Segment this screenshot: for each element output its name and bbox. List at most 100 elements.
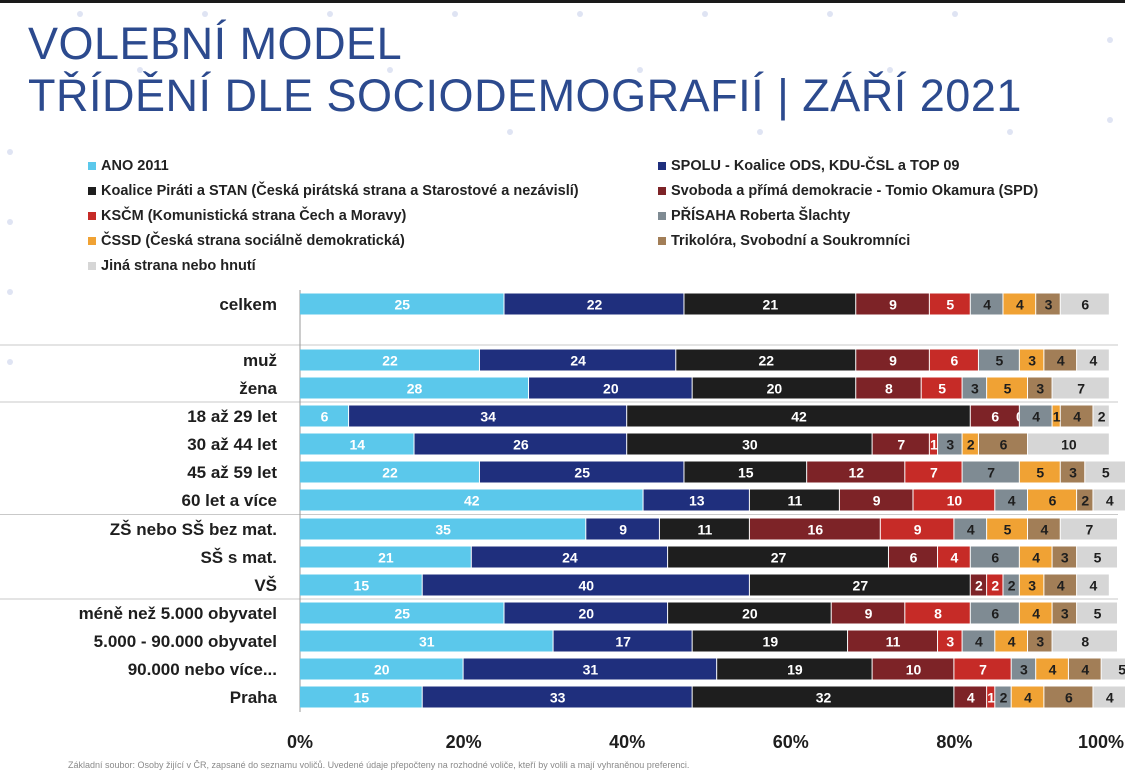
bar-segment-pirati-10 bbox=[749, 574, 970, 596]
bar-segment-cssd-0 bbox=[1003, 293, 1036, 315]
bar-segment-cssd-7 bbox=[1028, 489, 1077, 511]
data-label-jina-10: 4 bbox=[1090, 578, 1098, 594]
bar-segment-jina-3 bbox=[1052, 377, 1109, 399]
bar-segment-ano-2 bbox=[300, 349, 479, 371]
bar-segment-jina-2 bbox=[1077, 349, 1109, 371]
data-label-cssd-7: 6 bbox=[1049, 493, 1057, 509]
bar-segment-cssd-8 bbox=[987, 518, 1028, 540]
data-label-ano-2: 22 bbox=[382, 353, 398, 369]
data-label-spolu-0: 22 bbox=[587, 297, 603, 313]
bar-segment-cssd-13 bbox=[1036, 658, 1068, 680]
bar-segment-pirati-14 bbox=[692, 686, 954, 708]
data-label-cssd-0: 4 bbox=[1016, 297, 1024, 313]
bar-segment-prisaha-6 bbox=[962, 461, 1019, 483]
data-label-pirati-11: 20 bbox=[742, 606, 758, 622]
bar-segment-pirati-8 bbox=[659, 518, 749, 540]
data-label-kscm-6: 7 bbox=[930, 465, 938, 481]
data-label-jina-8: 7 bbox=[1085, 522, 1093, 538]
data-label-spd-6: 12 bbox=[848, 465, 864, 481]
bar-segment-kscm-9 bbox=[938, 546, 970, 568]
category-label-7: 60 let a více bbox=[182, 491, 277, 510]
bar-segment-ano-5 bbox=[300, 433, 414, 455]
bar-segment-cssd-12 bbox=[995, 630, 1028, 652]
legend-swatch-ano bbox=[88, 162, 96, 170]
data-label-jina-2: 4 bbox=[1090, 353, 1098, 369]
data-label-jina-6: 5 bbox=[1102, 465, 1110, 481]
data-label-ano-11: 25 bbox=[394, 606, 410, 622]
data-label-pirati-5: 30 bbox=[742, 437, 758, 453]
data-label-jina-14: 4 bbox=[1106, 690, 1114, 706]
data-label-spd-10: 2 bbox=[975, 578, 983, 594]
data-label-trikolora-4: 4 bbox=[1073, 409, 1081, 425]
bar-segment-prisaha-7 bbox=[995, 489, 1028, 511]
data-label-trikolora-10: 4 bbox=[1057, 578, 1065, 594]
data-label-jina-5: 10 bbox=[1061, 437, 1077, 453]
data-label-kscm-12: 3 bbox=[946, 634, 954, 650]
data-label-pirati-6: 15 bbox=[738, 465, 754, 481]
data-label-spolu-3: 20 bbox=[603, 381, 619, 397]
data-label-trikolora-14: 6 bbox=[1065, 690, 1073, 706]
data-label-prisaha-6: 7 bbox=[987, 465, 995, 481]
bar-segment-trikolora-10 bbox=[1044, 574, 1077, 596]
bar-segment-pirati-0 bbox=[684, 293, 856, 315]
data-label-kscm-7: 10 bbox=[947, 493, 963, 509]
x-tick-label-3: 60% bbox=[773, 732, 809, 752]
data-label-jina-0: 6 bbox=[1081, 297, 1089, 313]
bar-segment-spd-13 bbox=[872, 658, 954, 680]
bar-segment-spd-6 bbox=[807, 461, 905, 483]
bar-segment-prisaha-4 bbox=[1019, 405, 1052, 427]
bar-segment-prisaha-8 bbox=[954, 518, 987, 540]
bar-segment-jina-12 bbox=[1052, 630, 1117, 652]
data-label-spd-14: 4 bbox=[967, 690, 975, 706]
data-label-trikolora-9: 3 bbox=[1061, 550, 1069, 566]
bar-segment-prisaha-3 bbox=[962, 377, 987, 399]
data-label-trikolora-7: 2 bbox=[1081, 493, 1089, 509]
legend-item-spolu: SPOLU - Koalice ODS, KDU-ČSL a TOP 09 bbox=[658, 156, 959, 176]
data-label-prisaha-4: 4 bbox=[1032, 409, 1040, 425]
legend-label-trikolora: Trikolóra, Svobodní a Soukromníci bbox=[671, 233, 911, 249]
data-label-kscm-13: 7 bbox=[979, 662, 987, 678]
bar-segment-kscm-2 bbox=[929, 349, 978, 371]
bar-segment-trikolora-7 bbox=[1077, 489, 1093, 511]
bar-segment-spolu-0 bbox=[504, 293, 684, 315]
bar-segment-spolu-13 bbox=[463, 658, 717, 680]
bar-segment-trikolora-0 bbox=[1036, 293, 1060, 315]
bar-segment-ano-9 bbox=[300, 546, 471, 568]
data-label-spolu-9: 24 bbox=[562, 550, 578, 566]
bar-segment-pirati-7 bbox=[749, 489, 839, 511]
category-label-4: 18 až 29 let bbox=[187, 407, 277, 426]
data-label-cssd-10: 3 bbox=[1028, 578, 1036, 594]
data-label-cssd-9: 4 bbox=[1032, 550, 1040, 566]
data-label-prisaha-3: 3 bbox=[971, 381, 979, 397]
data-label-cssd-8: 5 bbox=[1004, 522, 1012, 538]
data-label-pirati-7: 11 bbox=[787, 493, 802, 509]
x-tick-label-2: 40% bbox=[609, 732, 645, 752]
bar-segment-spolu-10 bbox=[422, 574, 749, 596]
data-label-spolu-14: 33 bbox=[550, 690, 566, 706]
data-label-jina-13: 5 bbox=[1118, 662, 1125, 678]
bar-segment-prisaha-9 bbox=[970, 546, 1019, 568]
footnote: Základní soubor: Osoby žijící v ČR, zaps… bbox=[68, 760, 690, 770]
category-label-2: muž bbox=[243, 351, 277, 370]
bar-segment-pirati-6 bbox=[684, 461, 807, 483]
data-label-spd-2: 9 bbox=[889, 353, 897, 369]
legend-item-cssd: ČSSD (Česká strana sociálně demokratická… bbox=[88, 231, 405, 251]
legend-label-spd: Svoboda a přímá demokracie - Tomio Okamu… bbox=[671, 183, 1039, 199]
bar-segment-ano-13 bbox=[300, 658, 463, 680]
legend-swatch-spd bbox=[658, 187, 666, 195]
data-label-ano-12: 31 bbox=[419, 634, 435, 650]
data-label-cssd-3: 5 bbox=[1004, 381, 1012, 397]
data-label-ano-9: 21 bbox=[378, 550, 394, 566]
bar-segment-jina-4 bbox=[1093, 405, 1109, 427]
title-line-2: TŘÍDĚNÍ DLE SOCIODEMOGRAFIÍ | ZÁŘÍ 2021 bbox=[28, 70, 1022, 121]
data-label-jina-7: 4 bbox=[1106, 493, 1114, 509]
data-label-kscm-14: 1 bbox=[987, 690, 995, 706]
legend-label-jina: Jiná strana nebo hnutí bbox=[101, 258, 256, 274]
data-label-pirati-8: 11 bbox=[698, 522, 713, 538]
bar-segment-ano-11 bbox=[300, 602, 504, 624]
bar-segment-trikolora-2 bbox=[1044, 349, 1077, 371]
data-label-spd-8: 16 bbox=[808, 522, 824, 538]
category-label-14: Praha bbox=[230, 688, 278, 707]
bar-segment-ano-8 bbox=[300, 518, 586, 540]
category-label-6: 45 až 59 let bbox=[187, 463, 277, 482]
